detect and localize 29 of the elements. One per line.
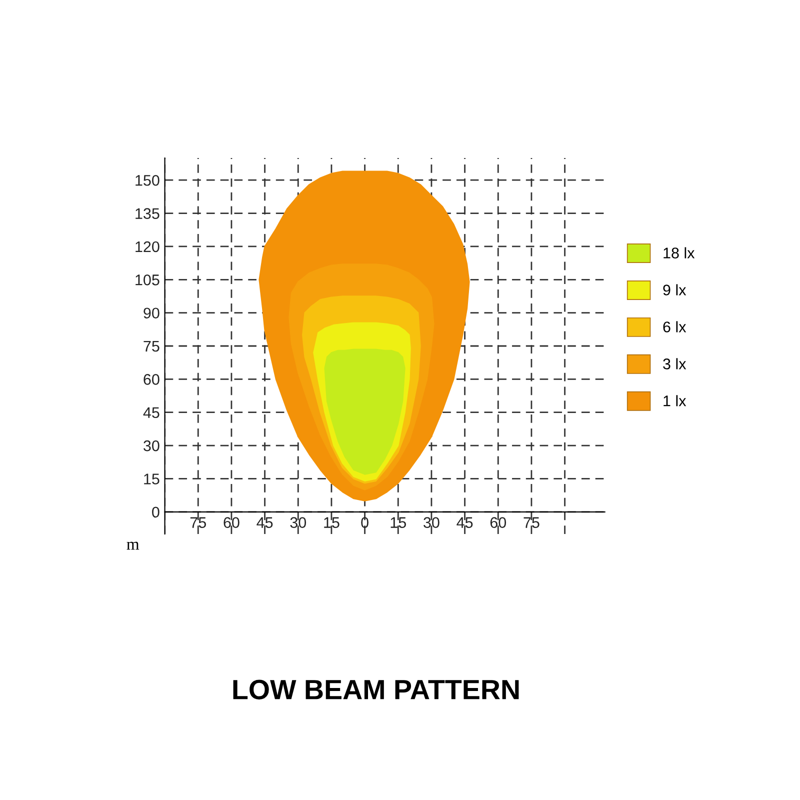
x-tick-label: 15 [324,517,340,528]
y-tick-label: 120 [136,241,160,252]
y-tick-label: 60 [144,374,160,385]
y-tick-label: 135 [136,208,160,219]
y-tick-label: 45 [143,407,160,418]
y-tick-label: 15 [144,474,160,484]
y-tick-label: 75 [144,341,160,352]
x-tick-label: 0 [361,517,368,528]
x-tick-label: 60 [224,517,240,528]
y-tick-label: 30 [144,440,160,452]
x-tick-label: 75 [524,517,540,528]
text: LOW BEAM PATTERN [233,680,519,700]
y-tick-label: 105 [136,274,160,286]
x-tick-label: 45 [456,517,473,528]
legend-label: 1 lx [664,395,686,406]
x-tick-label: 15 [390,517,406,528]
legend-label: 9 lx [663,284,686,296]
text: m [126,542,140,550]
legend-label: 3 lx [663,358,686,370]
x-tick-label: 30 [424,517,440,528]
legend-label: 18 lx [664,247,695,258]
y-tick-label: 150 [136,174,160,186]
x-tick-label: 75 [190,517,206,528]
legend-label: 6 lx [663,321,686,332]
x-tick-label: 45 [256,517,273,528]
y-tick-label: 90 [144,308,160,319]
x-tick-label: 60 [490,517,506,528]
y-tick-label: 0 [152,506,160,518]
x-tick-label: 30 [290,517,306,528]
